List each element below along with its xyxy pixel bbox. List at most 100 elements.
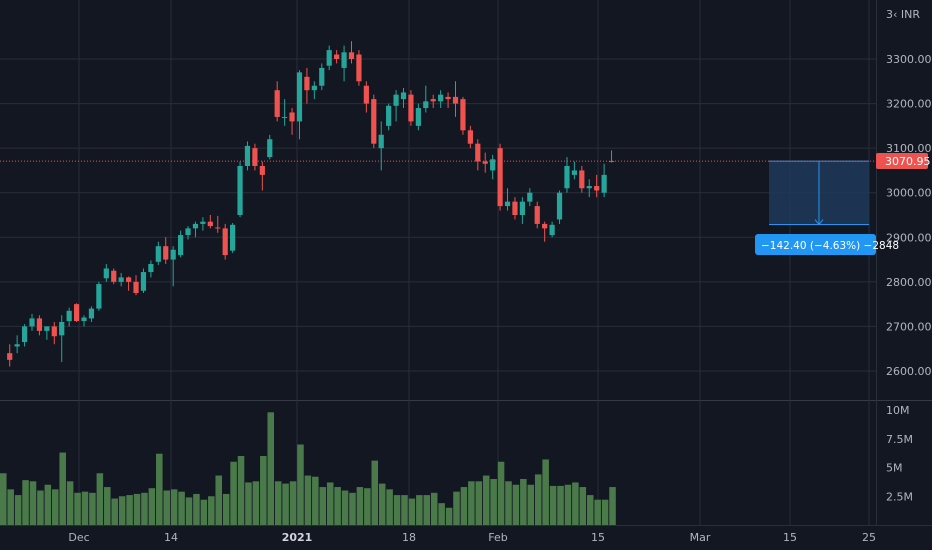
volume-bar (81, 491, 89, 525)
measure-tool[interactable] (769, 160, 869, 226)
volume-bar (96, 473, 104, 525)
volume-bar (170, 489, 178, 525)
candle-body (200, 221, 206, 224)
volume-bar (416, 495, 423, 525)
volume-bar (334, 487, 341, 525)
corner-currency-label: 3‹ INR (886, 8, 920, 21)
volume-bar (557, 485, 564, 525)
volume-bar (423, 495, 431, 525)
candle-body (594, 186, 600, 191)
volume-bar (378, 483, 386, 525)
volume-bar (0, 473, 7, 525)
candle-body (601, 174, 607, 193)
candle-body (542, 223, 548, 229)
volume-bar (66, 481, 74, 525)
volume-bar (572, 482, 579, 525)
candle-body (452, 96, 459, 104)
candle-body (348, 52, 355, 59)
candle-body (215, 227, 221, 229)
volume-bar (267, 412, 275, 525)
candle-body (408, 94, 414, 122)
volume-tick-label: 10M (886, 404, 910, 417)
volume-bar (260, 456, 267, 525)
candle-body (125, 277, 132, 282)
candle-body (267, 139, 273, 158)
volume-bar (111, 498, 118, 525)
volume-bar (349, 492, 356, 525)
candle-body (51, 326, 57, 337)
time-tick-label: Dec (68, 531, 89, 544)
candle-body (319, 67, 325, 86)
price-tick-label: 2900.00 (886, 231, 932, 244)
price-axis[interactable]: 3300.00 3200.00 3100.00 3000.00 2900.00 2800.… (886, 53, 932, 378)
volume-bar (14, 495, 22, 525)
candle-body (103, 268, 109, 279)
candle-body (423, 101, 429, 109)
candle-body (534, 206, 540, 224)
volume-bar (133, 493, 141, 525)
volume-bar (163, 490, 170, 525)
measure-arrow-head (814, 219, 824, 226)
candle-body (586, 186, 592, 189)
candle-body (519, 201, 525, 215)
price-tag-label: 3070.95 (885, 155, 931, 168)
time-tick-label: 15 (783, 531, 797, 544)
candle-body (81, 317, 87, 322)
candle-body (504, 201, 511, 207)
candle-body (445, 96, 451, 100)
candle-body (163, 246, 169, 260)
volume-bar (319, 487, 327, 525)
volume-bar (245, 482, 252, 525)
candlestick-series (7, 41, 615, 367)
candle-body (296, 72, 303, 122)
candle-body (274, 90, 280, 117)
time-tick-label: Mar (690, 531, 711, 544)
candle-body (371, 99, 377, 144)
volume-bar (549, 485, 557, 525)
volume-bar (579, 487, 587, 525)
volume-axis: 10M 7.5M 5M 2.5M (886, 404, 913, 503)
candle-body (556, 192, 563, 220)
volume-bar (74, 492, 81, 525)
measure-label: −142.40 (−4.63%) −2848 (761, 240, 899, 252)
volume-bar (44, 484, 52, 525)
candle-body (400, 92, 407, 100)
candle-body (415, 108, 421, 126)
volume-bar (371, 460, 379, 525)
volume-bar (393, 495, 401, 525)
volume-bar (586, 495, 594, 525)
candle-body (88, 308, 95, 319)
candle-body (178, 235, 184, 256)
volume-bar (230, 461, 237, 525)
volume-bar (430, 492, 438, 525)
volume-bar (126, 495, 133, 525)
volume-bar (156, 453, 163, 525)
volume-bar (438, 503, 445, 525)
candle-body (192, 223, 199, 229)
time-tick-label: Feb (488, 531, 507, 544)
time-axis[interactable]: Dec 14 2021 18 Feb 15 Mar 15 25 (68, 531, 876, 544)
volume-bar (594, 499, 601, 525)
candle-body (252, 148, 258, 166)
volume-bar (341, 490, 349, 525)
candle-body (356, 54, 362, 82)
candle-body (73, 304, 80, 322)
volume-bar (326, 482, 334, 525)
volume-bar (386, 489, 393, 525)
candle-body (363, 85, 369, 104)
volume-bar (215, 475, 222, 525)
volume-bar (475, 481, 483, 525)
volume-bar (460, 487, 468, 525)
candle-body (118, 277, 124, 282)
volume-bar (468, 481, 475, 525)
measure-label-bg (755, 234, 876, 255)
volume-bar (29, 481, 37, 525)
volume-bar (274, 481, 282, 525)
time-tick-label: 15 (591, 531, 605, 544)
price-tick-label: 3300.00 (886, 53, 932, 66)
volume-tick-label: 2.5M (886, 490, 913, 503)
volume-bar (185, 497, 193, 525)
candle-body (430, 99, 436, 102)
volume-bar (534, 474, 542, 525)
